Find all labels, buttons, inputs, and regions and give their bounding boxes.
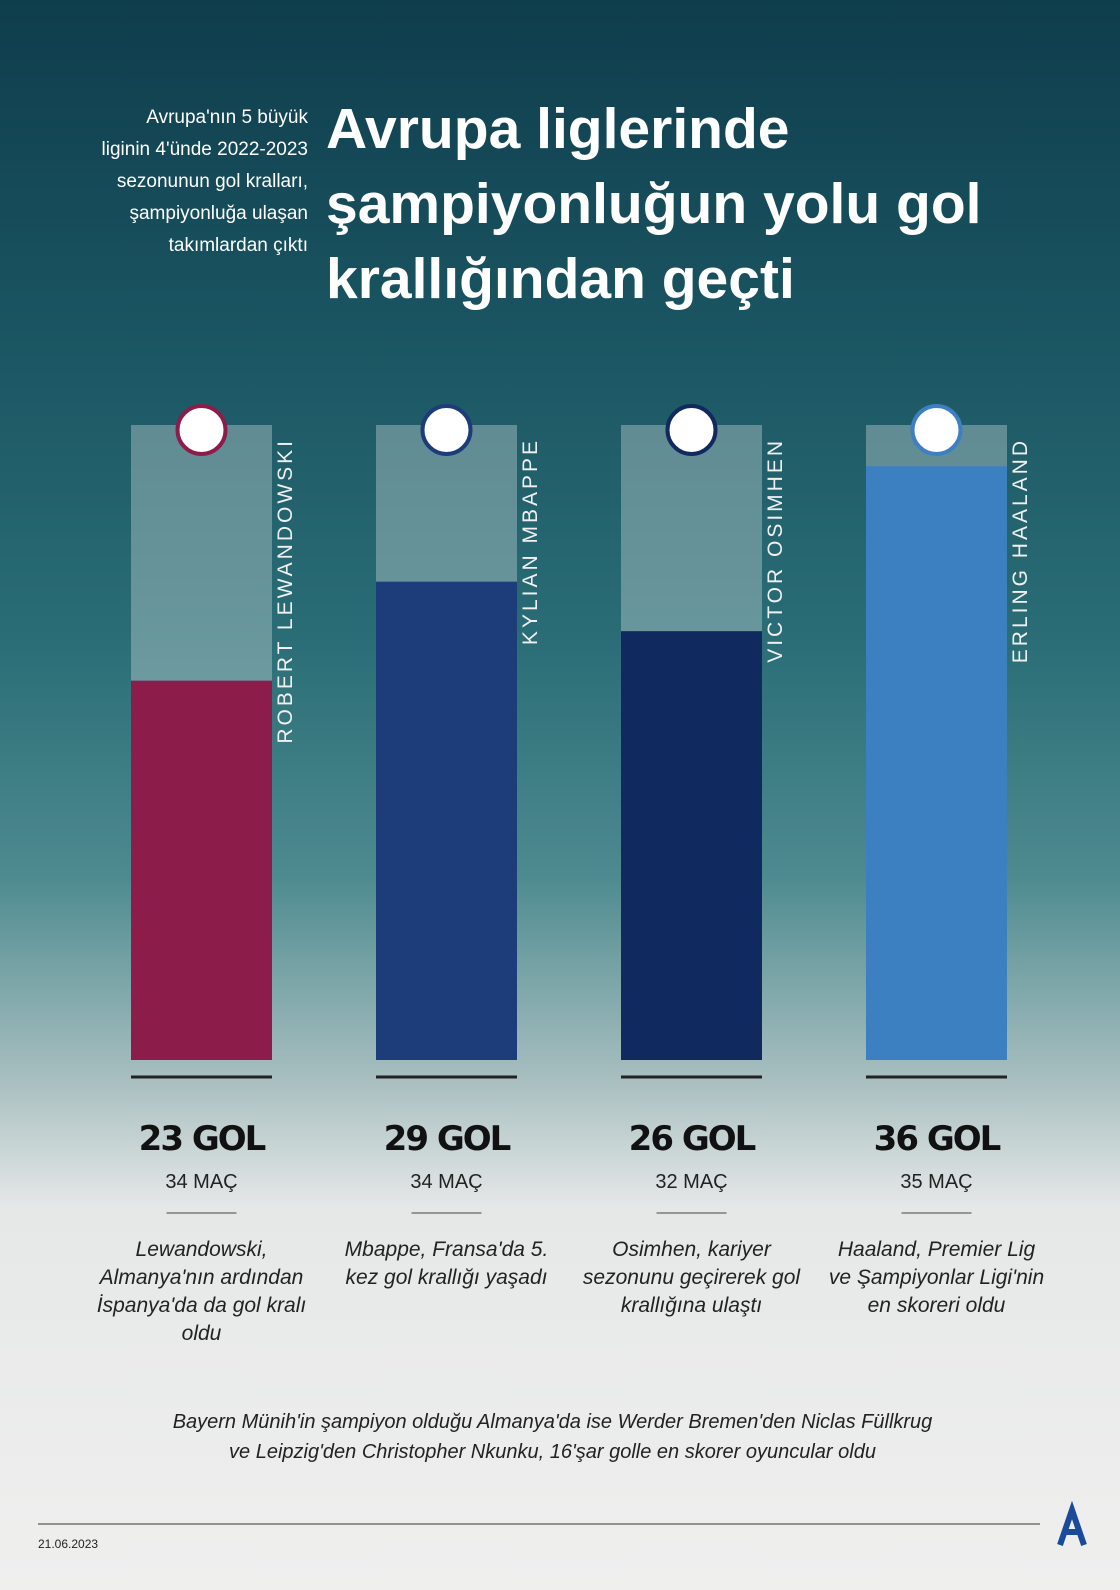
match-count: 32 MAÇ — [655, 1171, 727, 1193]
goal-label: 36 GOL — [874, 1119, 1001, 1159]
club-logo — [910, 404, 963, 456]
player-name: KYLIAN MBAPPE — [519, 438, 542, 645]
club-logo — [175, 404, 228, 456]
player-note: Mbappe, Fransa'da 5. kez gol krallığı ya… — [344, 1238, 549, 1289]
date: 21.06.2023 — [38, 1537, 99, 1551]
bar — [621, 631, 762, 1060]
title-line: krallığından geçti — [326, 247, 795, 311]
club-logo — [665, 404, 718, 456]
club-logo — [420, 404, 473, 456]
player-note: Osimhen, kariyer sezonunu geçirerek gol … — [582, 1238, 801, 1317]
match-count: 34 MAÇ — [165, 1171, 237, 1193]
goal-label: 23 GOL — [139, 1119, 266, 1159]
subtitle-line: liginin 4'ünde 2022-2023 — [101, 139, 308, 160]
subtitle-line: sezonunun gol kralları, — [116, 171, 308, 192]
subtitle-line: Avrupa'nın 5 büyük — [146, 107, 308, 128]
bar — [866, 466, 1007, 1060]
footnote-line: Bayern Münih'in şampiyon olduğu Almanya'… — [172, 1411, 933, 1433]
subtitle-line: takımlardan çıktı — [168, 235, 308, 256]
title-line: Avrupa liglerinde — [326, 97, 790, 161]
title: Avrupa liglerinde şampiyonluğun yolu gol k… — [326, 92, 982, 317]
goal-label: 26 GOL — [629, 1119, 756, 1159]
match-count: 34 MAÇ — [410, 1171, 482, 1193]
match-count: 35 MAÇ — [900, 1171, 972, 1193]
footnote-line: ve Leipzig'den Christopher Nkunku, 16'şa… — [229, 1441, 876, 1463]
footnote: Bayern Münih'in şampiyon olduğu Almanya'… — [0, 1407, 1105, 1467]
player-name: ERLING HAALAND — [1009, 438, 1032, 663]
subtitle: Avrupa'nın 5 büyük liginin 4'ünde 2022-20… — [102, 102, 308, 262]
goal-label: 29 GOL — [384, 1119, 511, 1159]
player-name: VICTOR OSIMHEN — [764, 438, 787, 663]
player-note: Haaland, Premier Lig ve Şampiyonlar Ligi… — [828, 1238, 1045, 1317]
player-note: Lewandowski, Almanya'nın ardından İspany… — [96, 1238, 307, 1345]
subtitle-line: şampiyonluğa ulaşan — [129, 203, 308, 224]
title-line: şampiyonluğun yolu gol — [326, 172, 982, 236]
bar — [376, 581, 517, 1060]
player-name: ROBERT LEWANDOWSKI — [274, 438, 297, 744]
bar — [131, 680, 272, 1060]
